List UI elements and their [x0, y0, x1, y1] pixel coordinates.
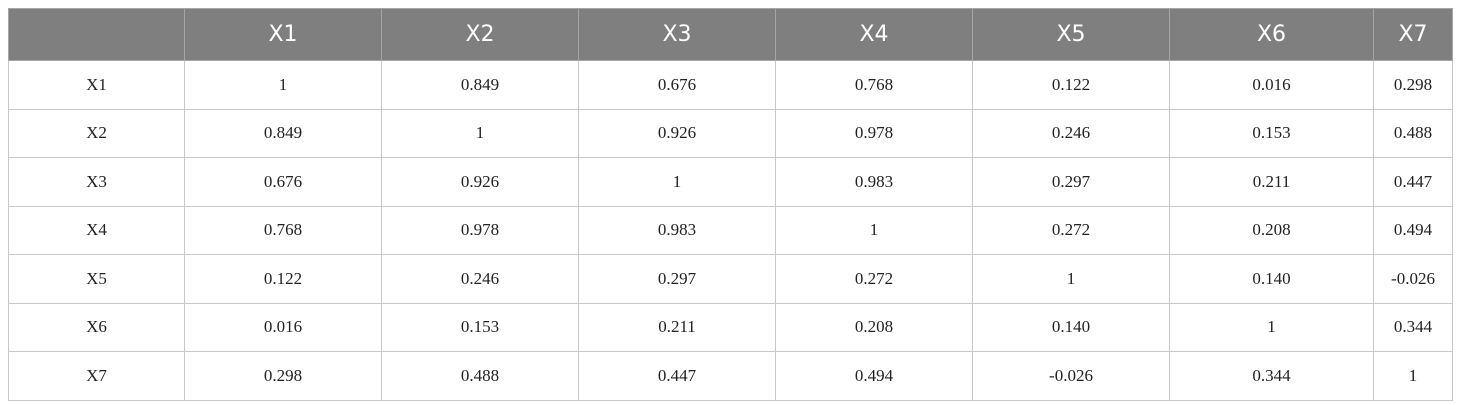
row-label: X7 [8, 351, 185, 401]
table-cell: 0.676 [578, 60, 776, 110]
table-cell: 0.298 [184, 351, 382, 401]
table-cell: 0.272 [972, 205, 1170, 255]
table-cell: 1 [578, 157, 776, 207]
table-cell: 0.246 [972, 108, 1170, 158]
table-cell: 0.488 [1373, 108, 1453, 158]
table-cell: 0.849 [381, 60, 579, 110]
table-cell: -0.026 [1373, 254, 1453, 304]
table-cell: 0.488 [381, 351, 579, 401]
table-cell: 1 [775, 205, 973, 255]
table-body: X1 1 0.849 0.676 0.768 0.122 0.016 0.298 X2 0.849… [8, 60, 1453, 401]
column-header: X3 [578, 8, 776, 61]
row-label: X1 [8, 60, 185, 110]
column-header: X4 [775, 8, 973, 61]
row-label: X3 [8, 157, 185, 207]
table-cell: 0.272 [775, 254, 973, 304]
column-header: X6 [1169, 8, 1374, 61]
table-cell: -0.026 [972, 351, 1170, 401]
table-cell: 0.297 [972, 157, 1170, 207]
row-label: X5 [8, 254, 185, 304]
column-header: X7 [1373, 8, 1453, 61]
table-cell: 0.676 [184, 157, 382, 207]
table-cell: 0.978 [381, 205, 579, 255]
table-cell: 0.926 [381, 157, 579, 207]
column-header: X2 [381, 8, 579, 61]
row-label: X4 [8, 205, 185, 255]
table-cell: 0.211 [578, 302, 776, 352]
table-row: X6 0.016 0.153 0.211 0.208 0.140 1 0.344 [8, 302, 1453, 352]
table-cell: 0.768 [775, 60, 973, 110]
table-cell: 0.297 [578, 254, 776, 304]
table-cell: 0.926 [578, 108, 776, 158]
table-cell: 0.122 [184, 254, 382, 304]
table-row: X2 0.849 1 0.926 0.978 0.246 0.153 0.488 [8, 108, 1453, 158]
table-cell: 0.768 [184, 205, 382, 255]
table-cell: 0.494 [1373, 205, 1453, 255]
table-row: X5 0.122 0.246 0.297 0.272 1 0.140 -0.026 [8, 254, 1453, 304]
table-cell: 1 [972, 254, 1170, 304]
table-cell: 0.211 [1169, 157, 1374, 207]
column-header: X1 [184, 8, 382, 61]
table-cell: 0.208 [1169, 205, 1374, 255]
table-cell: 0.298 [1373, 60, 1453, 110]
table-cell: 1 [1169, 302, 1374, 352]
table-cell: 0.140 [1169, 254, 1374, 304]
table-cell: 0.016 [184, 302, 382, 352]
table-cell: 0.153 [1169, 108, 1374, 158]
table-cell: 0.208 [775, 302, 973, 352]
corner-cell [8, 8, 185, 61]
table-cell: 0.344 [1169, 351, 1374, 401]
table-cell: 0.153 [381, 302, 579, 352]
table-cell: 1 [381, 108, 579, 158]
table-cell: 0.447 [1373, 157, 1453, 207]
table-cell: 0.849 [184, 108, 382, 158]
table-row: X4 0.768 0.978 0.983 1 0.272 0.208 0.494 [8, 205, 1453, 255]
table-cell: 0.016 [1169, 60, 1374, 110]
table-cell: 0.978 [775, 108, 973, 158]
row-label: X6 [8, 302, 185, 352]
row-label: X2 [8, 108, 185, 158]
table-cell: 0.983 [578, 205, 776, 255]
table-cell: 1 [184, 60, 382, 110]
table-row: X3 0.676 0.926 1 0.983 0.297 0.211 0.447 [8, 157, 1453, 207]
table-cell: 0.344 [1373, 302, 1453, 352]
table-cell: 1 [1373, 351, 1453, 401]
table-cell: 0.140 [972, 302, 1170, 352]
table-cell: 0.447 [578, 351, 776, 401]
table-cell: 0.494 [775, 351, 973, 401]
column-header: X5 [972, 8, 1170, 61]
table-cell: 0.246 [381, 254, 579, 304]
table-cell: 0.122 [972, 60, 1170, 110]
header-row: X1 X2 X3 X4 X5 X6 X7 [8, 8, 1453, 61]
table-row: X7 0.298 0.488 0.447 0.494 -0.026 0.344 1 [8, 351, 1453, 401]
correlation-table: X1 X2 X3 X4 X5 X6 X7 X1 1 0.849 0.676 0.768 0.122 0.… [8, 8, 1453, 401]
table-cell: 0.983 [775, 157, 973, 207]
table-row: X1 1 0.849 0.676 0.768 0.122 0.016 0.298 [8, 60, 1453, 110]
